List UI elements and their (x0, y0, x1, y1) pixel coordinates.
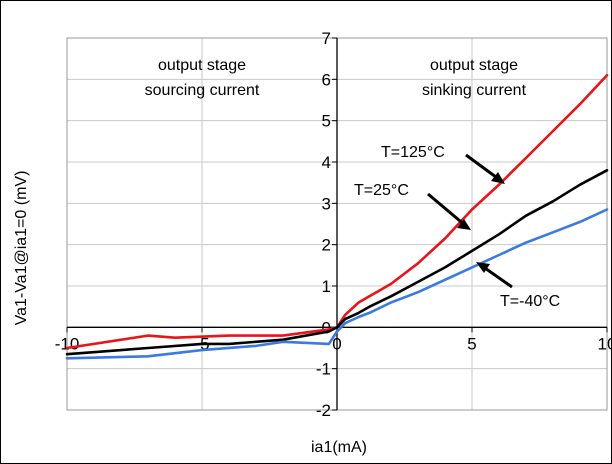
annotation-sinking-line1: output stage (430, 57, 518, 74)
label-tm40: T=-40°C (500, 293, 560, 310)
y-tick-label: 3 (322, 194, 331, 213)
x-tick-label: 10 (598, 334, 612, 353)
y-tick-label: 2 (322, 236, 331, 255)
x-tick-label: -10 (55, 334, 80, 353)
x-tick-label: 5 (467, 334, 476, 353)
annotation-sourcing-line2: sourcing current (145, 82, 260, 99)
x-tick-label: 0 (332, 334, 341, 353)
arrow-t25 (427, 192, 467, 228)
y-axis-label: Va1-Va1@ia1=0 (mV) (13, 171, 30, 326)
arrowhead-t125 (491, 172, 505, 184)
y-tick-label: 0 (322, 318, 331, 337)
y-tick-label: 4 (322, 153, 331, 172)
y-tick-label: -1 (316, 360, 331, 379)
series-line-t-40c (65, 208, 609, 360)
label-t25: T=25°C (354, 182, 409, 199)
label-arrows (427, 153, 513, 289)
annotations: output stage sourcing current output sta… (145, 57, 561, 310)
label-t125: T=125°C (381, 144, 445, 161)
x-axis-label: ia1(mA) (311, 439, 367, 456)
arrow-t125 (465, 153, 501, 182)
arrowhead-tm40 (476, 262, 490, 273)
arrowhead-t25 (457, 219, 471, 230)
y-tick-label: 5 (322, 112, 331, 131)
annotation-sinking-line2: sinking current (422, 82, 527, 99)
arrow-tm40 (481, 264, 513, 289)
y-tick-label: 7 (322, 29, 331, 48)
annotation-sourcing-line1: output stage (158, 57, 246, 74)
y-tick-label: 1 (322, 277, 331, 296)
y-tick-label: -2 (316, 401, 331, 420)
data-series (65, 73, 609, 360)
series-line-t125c (65, 73, 609, 350)
y-tick-label: 6 (322, 70, 331, 89)
series-line-t25c (65, 169, 609, 356)
